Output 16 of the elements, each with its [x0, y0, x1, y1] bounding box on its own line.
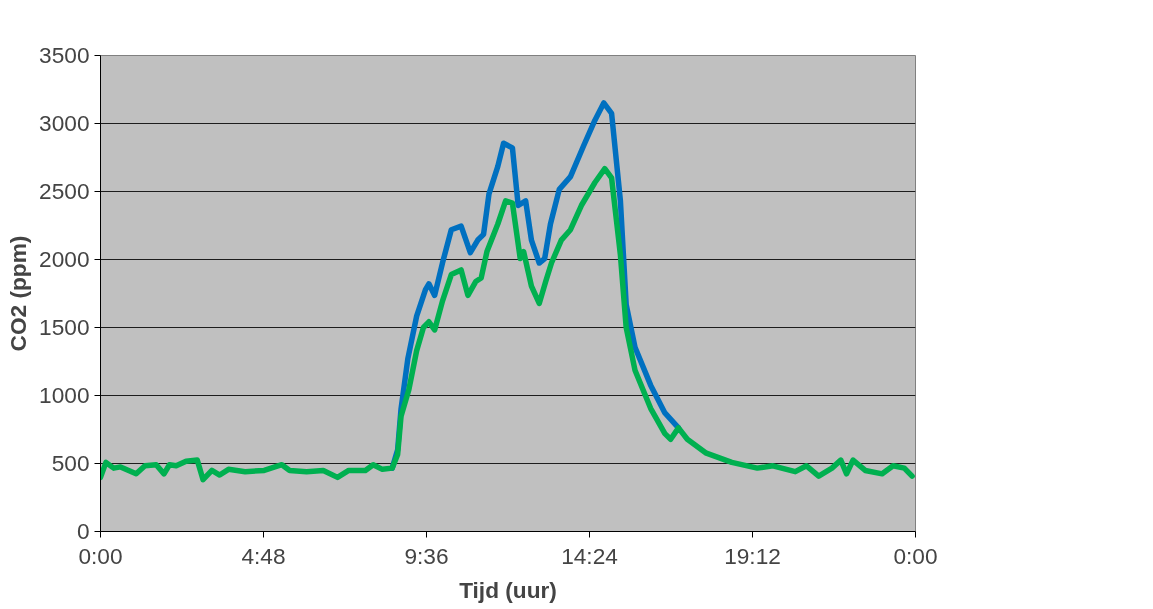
y-tick-label: 1000 — [39, 382, 90, 408]
y-tick-label: 2500 — [39, 178, 90, 204]
y-tick-label: 1500 — [39, 314, 90, 340]
y-tick-label: 500 — [51, 450, 90, 476]
y-tick-label: 3000 — [39, 110, 90, 136]
x-tick-label: 0:00 — [78, 542, 123, 569]
y-axis-title: CO2 (ppm) — [5, 235, 32, 352]
x-tick-label: 0:00 — [893, 542, 938, 569]
x-tick-label: 14:24 — [561, 542, 618, 569]
x-tick-label: 9:36 — [404, 542, 449, 569]
y-tick-label: 3500 — [39, 42, 90, 68]
x-tick-label: 19:12 — [724, 542, 781, 569]
y-tick-label: 0 — [76, 518, 90, 544]
x-axis-title: Tijd (uur) — [459, 576, 557, 603]
x-tick-label: 4:48 — [241, 542, 286, 569]
y-tick-label: 2000 — [39, 246, 90, 272]
